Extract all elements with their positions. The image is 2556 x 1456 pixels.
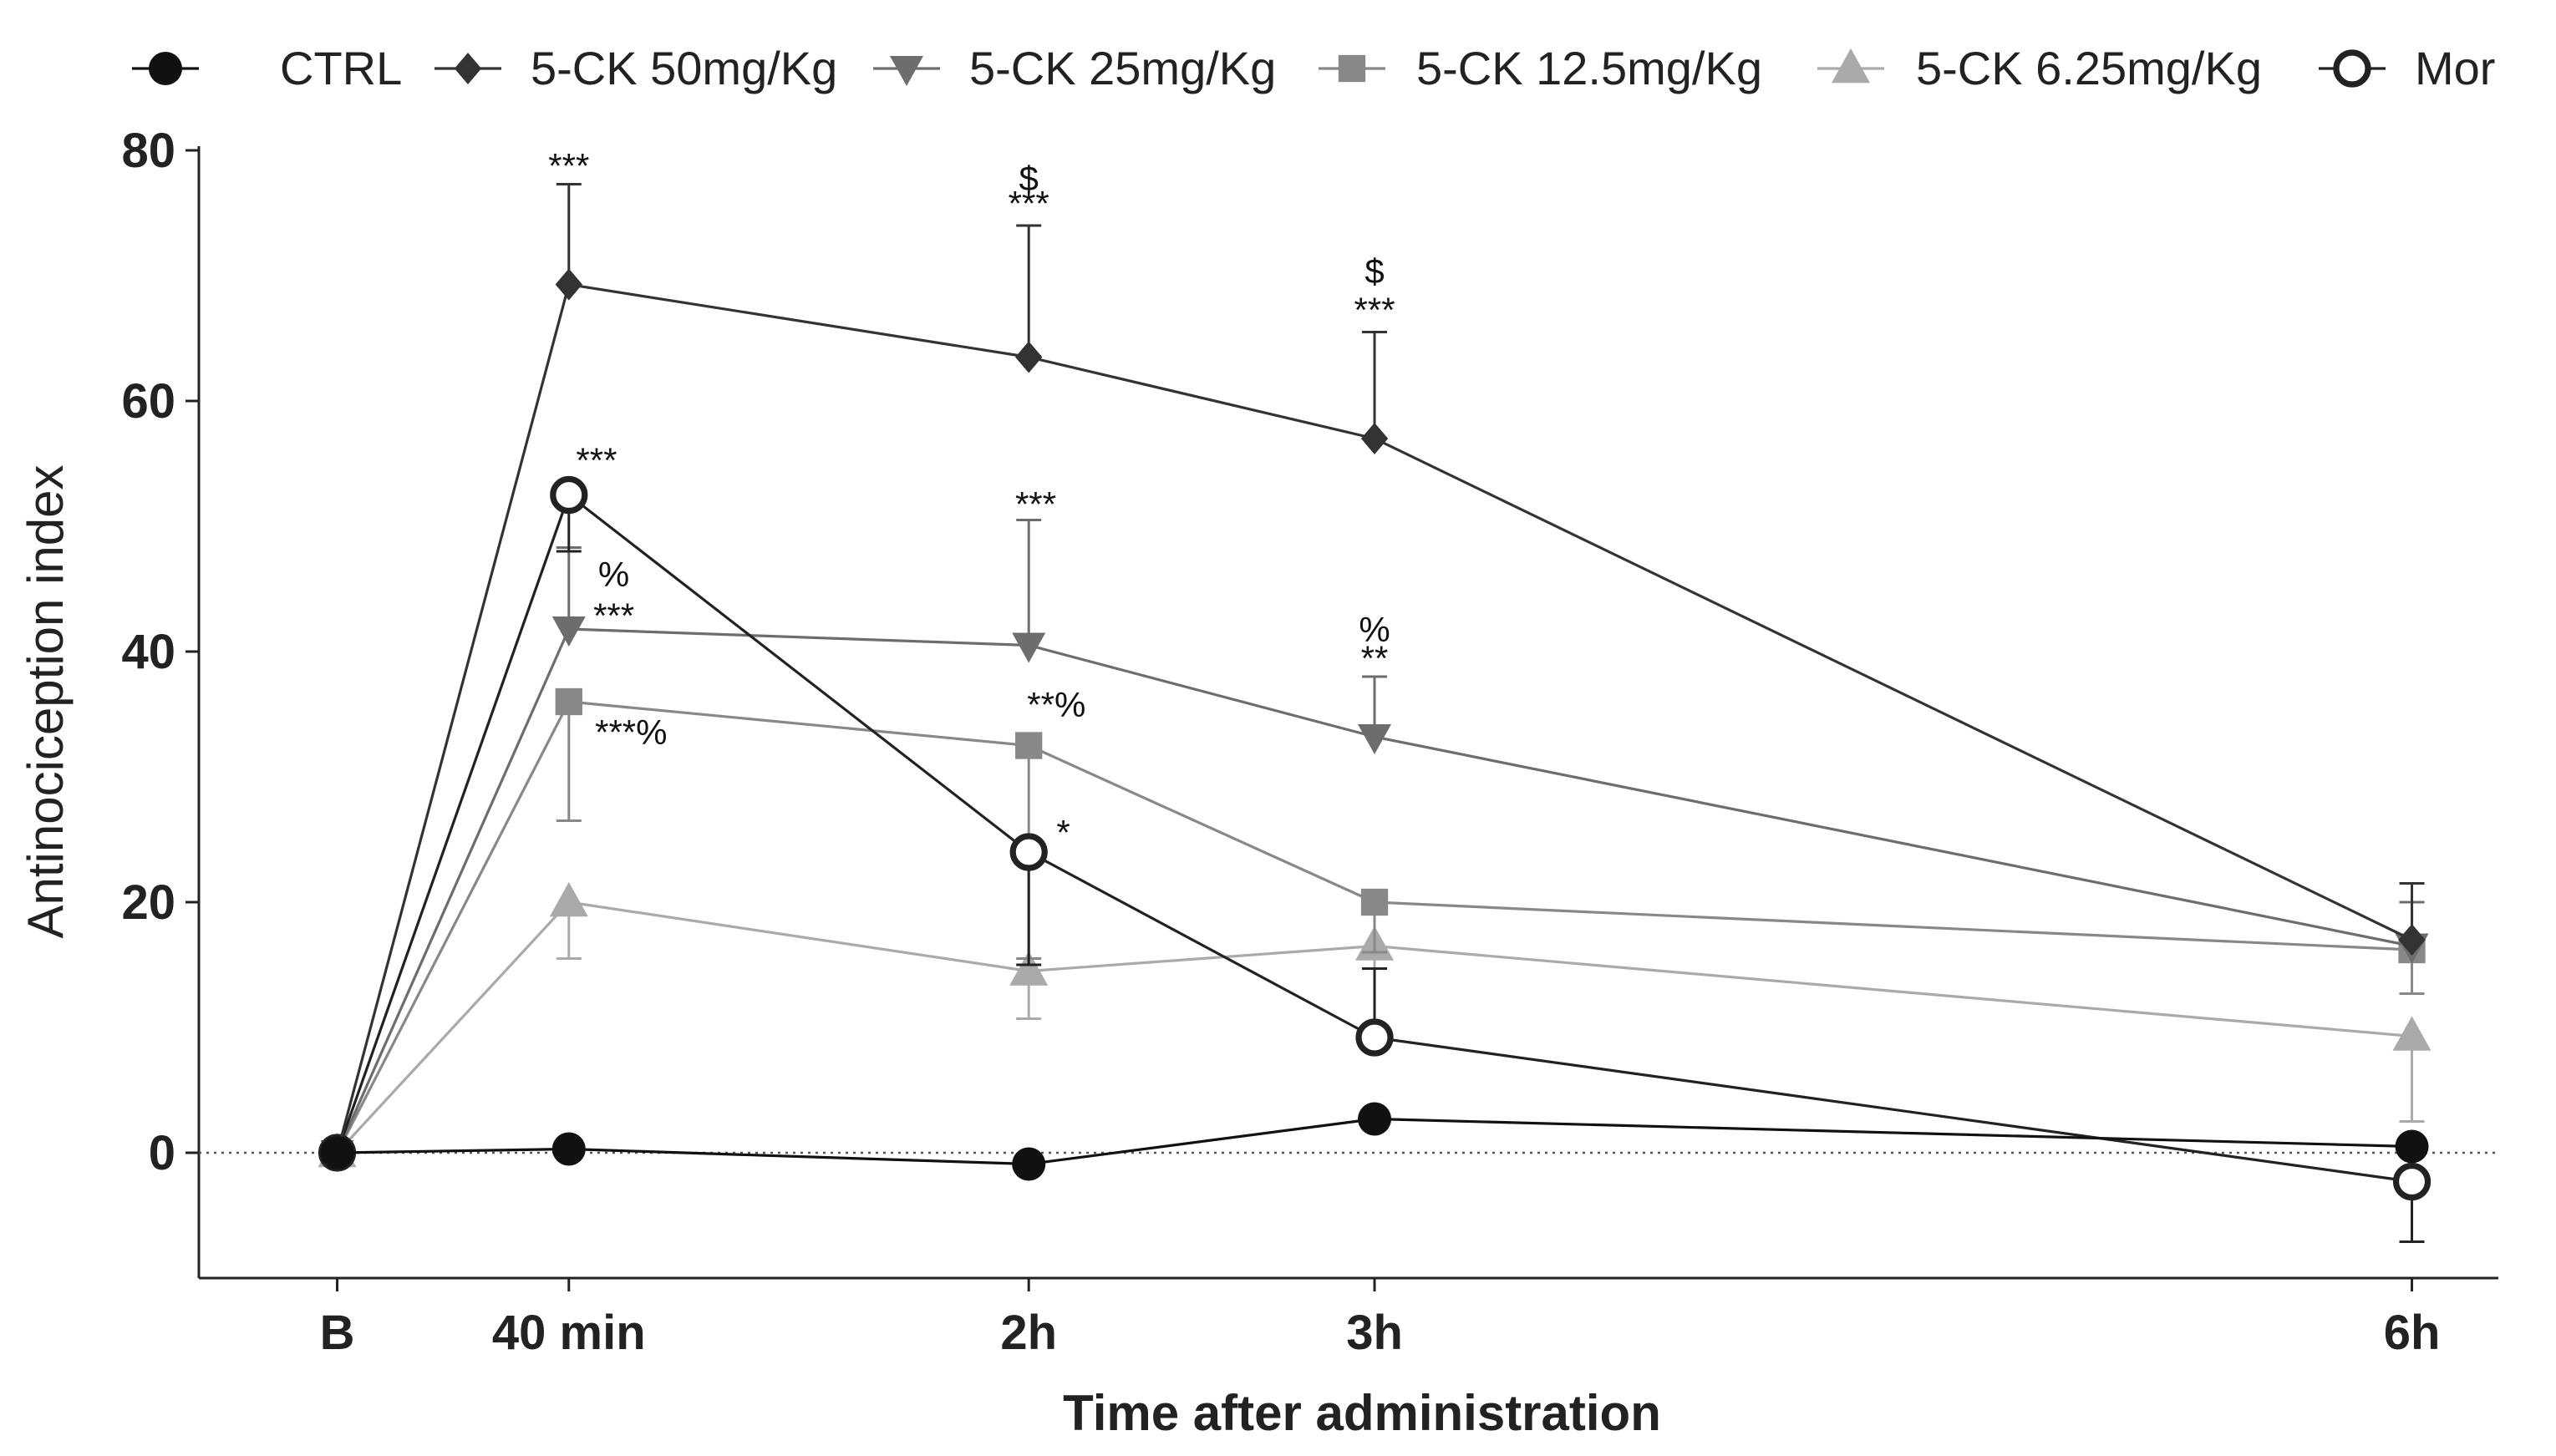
legend-item-ctrl: CTRL	[132, 42, 402, 94]
data-point	[1360, 423, 1389, 454]
data-point	[2398, 924, 2426, 956]
legend-marker	[1338, 54, 1366, 83]
x-tick-label: B	[320, 1306, 355, 1360]
data-point	[2395, 1129, 2429, 1164]
legend-item-5-ck-6-25mg-kg: 5-CK 6.25mg/Kg	[1817, 42, 2262, 94]
data-point	[320, 1136, 354, 1169]
data-point	[1012, 1147, 1046, 1181]
legend-item-5-ck-50mg-kg: 5-CK 50mg/Kg	[434, 42, 837, 94]
legend-label: 5-CK 50mg/Kg	[531, 42, 837, 94]
series-ctrl	[320, 1102, 2429, 1181]
data-point	[1358, 1102, 1392, 1136]
x-axis-label: Time after administration	[1063, 1385, 1661, 1441]
data-point	[555, 687, 582, 716]
y-tick-label: 40	[121, 625, 175, 679]
series-5-ck-12-5mg-kg	[323, 687, 2426, 1167]
data-point	[551, 616, 586, 647]
y-tick-label: 80	[121, 124, 175, 178]
legend-label: 5-CK 12.5mg/Kg	[1416, 42, 1762, 94]
x-tick-label: 40 min	[492, 1306, 646, 1360]
legend-label: Mor	[2415, 42, 2495, 94]
data-point	[551, 1132, 586, 1166]
significance-annotation: **%	[1027, 685, 1085, 724]
legend-marker	[1832, 48, 1870, 84]
legend-item-5-ck-12-5mg-kg: 5-CK 12.5mg/Kg	[1319, 42, 1762, 94]
significance-annotation: $	[1364, 251, 1384, 291]
legend-label: CTRL	[280, 42, 402, 94]
data-point	[1015, 732, 1043, 759]
data-point	[550, 475, 588, 515]
data-point	[1009, 833, 1048, 871]
legend-item-mor: Mor	[2319, 42, 2495, 94]
data-point	[2392, 1162, 2432, 1201]
legend-item-5-ck-25mg-kg: 5-CK 25mg/Kg	[873, 42, 1276, 94]
data-point	[1355, 1018, 1394, 1057]
x-tick-label: 6h	[2384, 1306, 2441, 1360]
legend: CTRL 5-CK 50mg/Kg 5-CK 25mg/Kg 5-CK 12.5mg/…	[132, 42, 2495, 94]
significance-annotation: *	[1056, 813, 1070, 852]
data-point	[2392, 1016, 2432, 1051]
significance-annotation: ***%	[595, 713, 667, 752]
legend-label: 5-CK 6.25mg/Kg	[1916, 42, 2262, 94]
y-axis-label: Antinociception index	[18, 464, 74, 938]
series-mor	[318, 475, 2432, 1243]
y-tick-label: 0	[149, 1126, 175, 1180]
legend-marker	[2333, 49, 2371, 88]
series-line	[336, 492, 2412, 1184]
y-tick-label: 20	[121, 875, 175, 930]
data-point	[1012, 632, 1046, 663]
axes: 0 20 40 60 80 B 40 min 2h 3h 6h	[121, 124, 2498, 1360]
data-point	[1360, 888, 1389, 916]
significance-annotation: %	[1359, 610, 1390, 649]
y-tick-label: 60	[121, 374, 175, 429]
data-point	[1009, 951, 1049, 986]
plot-area	[318, 183, 2432, 1243]
significance-annotation: ***	[593, 596, 634, 636]
significance-annotation: $	[1019, 159, 1039, 198]
data-point	[555, 268, 582, 301]
significance-annotation: **	[1361, 639, 1389, 678]
data-point	[1358, 724, 1392, 754]
significance-annotation: ***	[576, 441, 617, 480]
data-point	[1015, 341, 1043, 373]
x-tick-label: 3h	[1346, 1306, 1403, 1360]
legend-marker	[454, 53, 482, 84]
significance-annotation: %	[598, 555, 629, 594]
significance-annotation: ***	[1015, 484, 1056, 524]
annotations: *** $***$******%******%****%***%*	[548, 146, 1395, 852]
legend-marker	[149, 52, 182, 85]
x-tick-label: 2h	[1000, 1306, 1057, 1360]
data-point	[549, 881, 588, 917]
legend-marker	[890, 56, 923, 86]
significance-annotation: ***	[548, 146, 589, 185]
significance-annotation: ***	[1354, 291, 1395, 330]
legend-label: 5-CK 25mg/Kg	[969, 42, 1276, 94]
significance-annotation: ***	[1009, 184, 1049, 223]
